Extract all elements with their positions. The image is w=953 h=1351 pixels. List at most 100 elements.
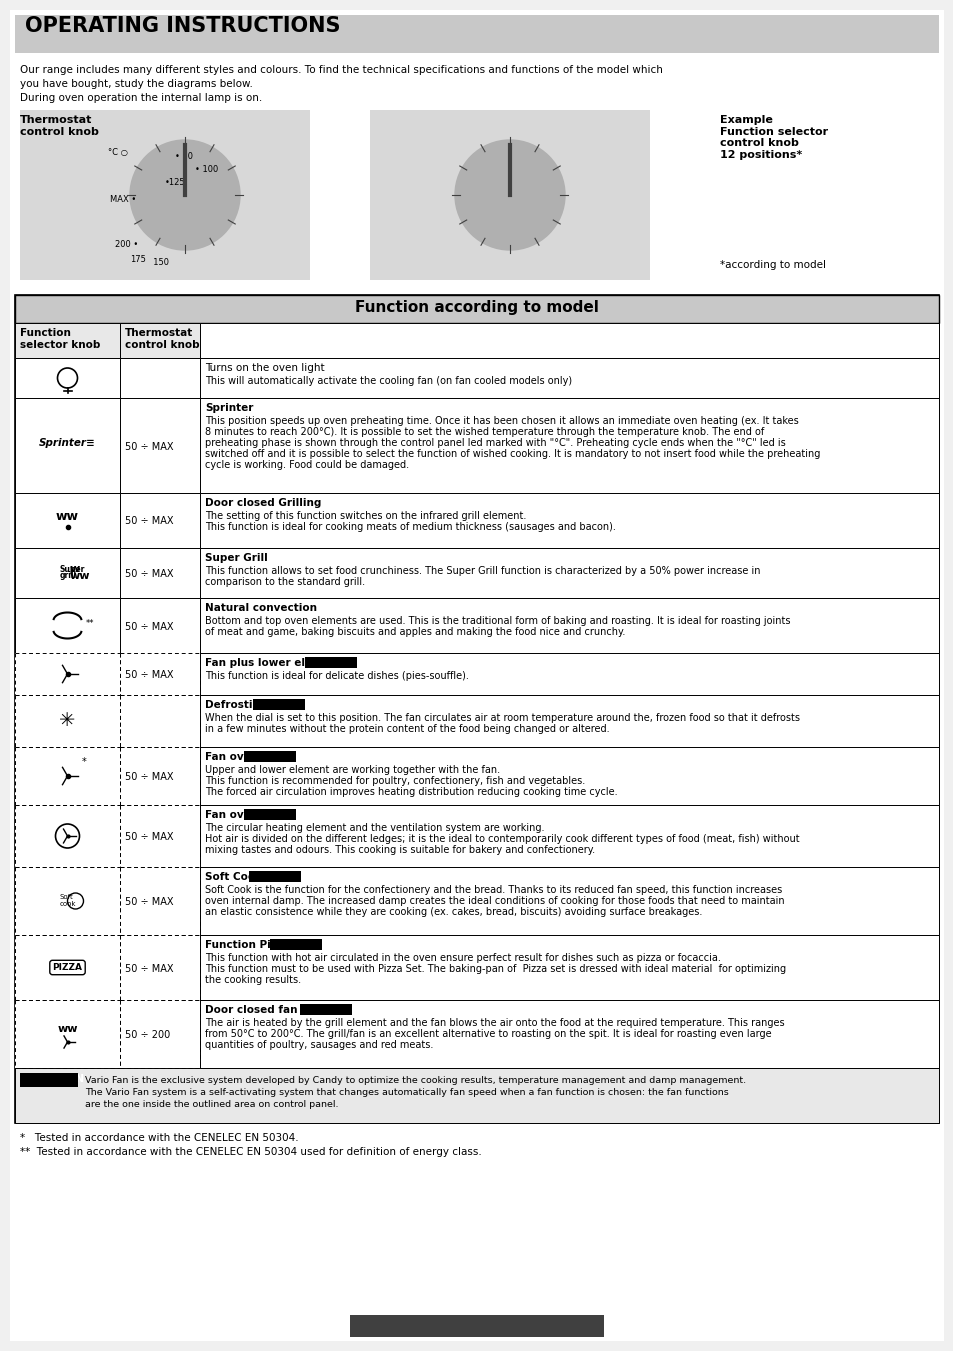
Text: 50 ÷ MAX: 50 ÷ MAX [125,963,173,974]
Text: This function with hot air circulated in the oven ensure perfect result for dish: This function with hot air circulated in… [205,952,720,963]
Text: Function
selector knob: Function selector knob [20,328,100,350]
Text: The Vario Fan system is a self-activating system that changes automatically fan : The Vario Fan system is a self-activatin… [85,1088,728,1097]
Text: VARIO FAN: VARIO FAN [302,1005,356,1015]
Text: 50 ÷ MAX: 50 ÷ MAX [125,670,173,680]
Text: This function is recommended for poultry, confectionery, fish and vegetables.: This function is recommended for poultry… [205,775,584,786]
Text: Natural convection: Natural convection [205,603,316,613]
Text: Door closed Grilling: Door closed Grilling [205,499,321,508]
Text: ww: ww [57,1024,77,1034]
Text: Thermostat
control knob: Thermostat control knob [20,115,99,136]
Text: VARIO FAN: VARIO FAN [272,940,326,948]
Bar [200,493,938,549]
Bar [200,549,938,598]
Text: This function allows to set food crunchiness. The Super Grill function is charac: This function allows to set food crunchi… [205,566,760,576]
Text: Soft Cook: Soft Cook [205,871,262,882]
Text: are the one inside the outlined area on control panel.: are the one inside the outlined area on … [85,1100,338,1109]
Text: ww: ww [70,571,90,581]
Text: **  Tested in accordance with the CENELEC EN 50304 used for definition of energy: ** Tested in accordance with the CENELEC… [20,1147,481,1156]
Bar [249,871,300,882]
Bar [15,549,120,598]
Text: This will automatically activate the cooling fan (on fan cooled models only): This will automatically activate the coo… [205,376,572,386]
Text: Thermostat
control knob: Thermostat control knob [125,328,199,350]
Bar [15,805,120,867]
Text: Vario Fan is the exclusive system developed by Candy to optimize the cooking res: Vario Fan is the exclusive system develo… [85,1075,745,1085]
Text: 50 ÷ MAX: 50 ÷ MAX [125,621,173,631]
Text: *according to model: *according to model [720,259,825,270]
Text: an elastic consistence while they are cooking (ex. cakes, bread, biscuits) avoid: an elastic consistence while they are co… [205,907,701,917]
Bar [200,653,938,694]
Text: •125: •125 [165,178,186,186]
Bar [200,399,938,493]
Text: Bottom and top oven elements are used. This is the traditional form of baking an: Bottom and top oven elements are used. T… [205,616,790,626]
Text: 12 GB: 12 GB [454,1319,499,1332]
Bar [15,15,938,53]
Text: Function Pizza: Function Pizza [205,940,290,950]
Text: you have bought, study the diagrams below.: you have bought, study the diagrams belo… [20,78,253,89]
Text: Sprinter≡: Sprinter≡ [39,439,95,449]
Bar [304,657,356,667]
Text: The setting of this function switches on the infrared grill element.: The setting of this function switches on… [205,511,526,521]
Text: VARIO FAN: VARIO FAN [306,658,360,667]
Bar [350,1315,603,1337]
Text: Turns on the oven light: Turns on the oven light [205,363,324,373]
Text: • 100: • 100 [194,165,218,174]
Text: cook: cook [59,901,76,907]
Text: Hot air is divided on the different ledges; it is the ideal to contemporarily co: Hot air is divided on the different ledg… [205,834,799,844]
Text: w: w [70,563,80,574]
Text: The circular heating element and the ventilation system are working.: The circular heating element and the ven… [205,823,544,834]
Text: 50 ÷ MAX: 50 ÷ MAX [125,442,173,451]
Bar [300,1004,352,1015]
Text: mixing tastes and odours. This cooking is suitable for bakery and confectionery.: mixing tastes and odours. This cooking i… [205,844,595,855]
Bar [200,598,938,653]
Bar [200,694,938,747]
Text: 50 ÷ MAX: 50 ÷ MAX [125,832,173,842]
Bar [120,549,200,598]
Text: This function is ideal for delicate dishes (pies-souffle).: This function is ideal for delicate dish… [205,671,468,681]
Bar [120,399,200,493]
Text: switched off and it is possible to select the function of wished cooking. It is : switched off and it is possible to selec… [205,449,820,459]
Text: 150: 150 [148,258,169,267]
Text: 50 ÷ MAX: 50 ÷ MAX [125,897,173,907]
Text: Fan oven: Fan oven [205,753,258,762]
Text: the cooking results.: the cooking results. [205,975,301,985]
Bar [120,358,200,399]
Text: • 50: • 50 [174,153,193,161]
Bar [120,747,200,805]
Text: VARIO FAN: VARIO FAN [246,753,300,761]
Text: Upper and lower element are working together with the fan.: Upper and lower element are working toge… [205,765,499,775]
Text: 175: 175 [130,255,146,263]
Text: preheating phase is shown through the control panel led marked with "°C". Prehea: preheating phase is shown through the co… [205,438,785,449]
Text: This function is ideal for cooking meats of medium thickness (sausages and bacon: This function is ideal for cooking meats… [205,521,616,532]
Bar [15,867,120,935]
Text: Function according to model: Function according to model [355,300,598,315]
Text: 50 ÷ MAX: 50 ÷ MAX [125,771,173,782]
Text: The air is heated by the grill element and the fan blows the air onto the food a: The air is heated by the grill element a… [205,1019,783,1028]
Bar [200,805,938,867]
Bar [120,1000,200,1069]
Circle shape [455,141,564,250]
Bar [15,295,938,323]
Bar [200,358,938,399]
Text: Example
Function selector
control knob
12 positions*: Example Function selector control knob 1… [720,115,827,159]
Bar [15,493,120,549]
Bar [120,598,200,653]
Text: Soft Cook is the function for the confectionery and the bread. Thanks to its red: Soft Cook is the function for the confec… [205,885,781,894]
Bar [15,598,120,653]
Bar [253,698,305,711]
Text: Fan oven: Fan oven [205,811,258,820]
Bar [15,358,120,399]
Circle shape [130,141,240,250]
Text: quantities of poultry, sausages and red meats.: quantities of poultry, sausages and red … [205,1040,433,1050]
Text: grill: grill [59,571,76,581]
Bar [20,109,310,280]
Text: cycle is working. Food could be damaged.: cycle is working. Food could be damaged. [205,459,409,470]
Text: During oven operation the internal lamp is on.: During oven operation the internal lamp … [20,93,262,103]
Text: Soft: Soft [59,894,73,900]
Bar [244,751,296,762]
Text: VARIO FAN: VARIO FAN [251,871,305,881]
Bar [120,323,200,358]
Bar [15,694,120,747]
Text: °C ○: °C ○ [108,149,128,157]
Text: of meat and game, baking biscuits and apples and making the food nice and crunch: of meat and game, baking biscuits and ap… [205,627,625,638]
Text: When the dial is set to this position. The fan circulates air at room temperatur: When the dial is set to this position. T… [205,713,800,723]
